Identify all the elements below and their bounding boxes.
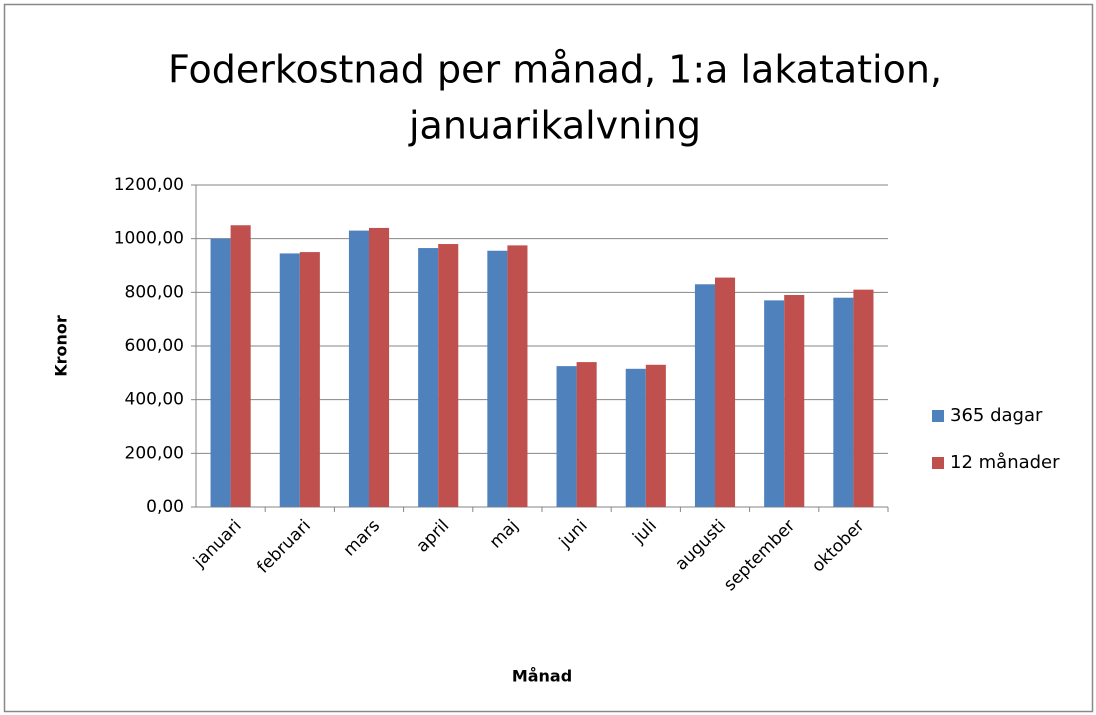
- bar: [230, 225, 251, 507]
- y-tick-label: 800,00: [125, 282, 184, 302]
- chart-title: januarikalvning: [408, 104, 701, 148]
- bar: [715, 277, 736, 507]
- bar: [418, 248, 439, 507]
- bar: [438, 244, 459, 508]
- chart-title: Foderkostnad per månad, 1:a lakatation,: [168, 48, 942, 92]
- bar: [833, 297, 854, 507]
- bar: [507, 245, 528, 507]
- chart-border: [3, 3, 1094, 713]
- bar: [576, 362, 597, 507]
- x-axis-label: Månad: [512, 667, 572, 686]
- bar: [487, 250, 508, 507]
- bar: [348, 230, 369, 507]
- bar: [299, 252, 320, 507]
- bar: [279, 253, 300, 507]
- legend-swatch: [932, 410, 944, 422]
- bar: [369, 227, 390, 507]
- legend-label: 365 dagar: [950, 405, 1043, 426]
- y-tick-label: 400,00: [125, 390, 184, 410]
- y-axis-label: Kronor: [52, 315, 71, 377]
- bar: [645, 364, 666, 507]
- y-tick-label: 1200,00: [114, 175, 184, 195]
- legend-swatch: [932, 457, 944, 469]
- bar: [853, 289, 874, 507]
- bar: [556, 366, 577, 507]
- bar: [625, 368, 646, 507]
- bar: [784, 295, 805, 507]
- bar: [210, 238, 231, 507]
- y-tick-label: 1000,00: [114, 229, 184, 249]
- bar: [694, 284, 715, 507]
- legend-label: 12 månader: [950, 452, 1060, 473]
- y-tick-label: 200,00: [125, 443, 184, 463]
- y-tick-label: 0,00: [146, 497, 184, 517]
- y-tick-label: 600,00: [125, 336, 184, 356]
- bar: [764, 300, 785, 507]
